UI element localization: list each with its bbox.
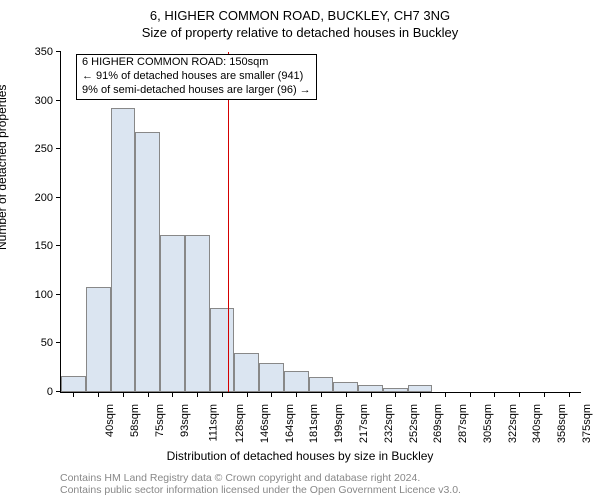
x-axis-label: Distribution of detached houses by size … xyxy=(0,449,600,463)
histogram-bar xyxy=(185,235,210,392)
x-tick-label: 358sqm xyxy=(556,404,568,443)
histogram-plot: 6 HIGHER COMMON ROAD: 150sqm ← 91% of de… xyxy=(60,52,581,393)
x-tick-mark xyxy=(470,392,471,397)
x-tick-label: 252sqm xyxy=(408,404,420,443)
histogram-bar xyxy=(408,385,433,392)
histogram-bar xyxy=(61,376,86,392)
x-tick-label: 322sqm xyxy=(507,404,519,443)
histogram-bar xyxy=(111,108,136,392)
y-tick-label: 250 xyxy=(35,143,61,155)
x-tick-mark xyxy=(420,392,421,397)
y-tick-label: 300 xyxy=(35,95,61,107)
x-tick-mark xyxy=(271,392,272,397)
x-tick-label: 232sqm xyxy=(383,404,395,443)
footer-line: Contains HM Land Registry data © Crown c… xyxy=(60,472,461,485)
x-tick-mark xyxy=(321,392,322,397)
annotation-line: 9% of semi-detached houses are larger (9… xyxy=(82,84,311,98)
footer-attribution: Contains HM Land Registry data © Crown c… xyxy=(60,472,461,497)
x-tick-mark xyxy=(98,392,99,397)
x-tick-mark xyxy=(569,392,570,397)
histogram-bar xyxy=(234,353,259,392)
y-tick-label: 0 xyxy=(47,386,61,398)
x-tick-label: 58sqm xyxy=(129,404,141,437)
x-tick-label: 199sqm xyxy=(333,404,345,443)
y-tick-mark xyxy=(56,51,61,52)
x-tick-label: 269sqm xyxy=(432,404,444,443)
x-tick-mark xyxy=(222,392,223,397)
x-tick-label: 128sqm xyxy=(234,404,246,443)
histogram-bar xyxy=(135,132,160,392)
y-tick-label: 200 xyxy=(35,192,61,204)
x-tick-mark xyxy=(148,392,149,397)
x-tick-mark xyxy=(73,392,74,397)
x-tick-mark xyxy=(296,392,297,397)
x-tick-mark xyxy=(247,392,248,397)
y-tick-mark xyxy=(56,100,61,101)
histogram-bar xyxy=(210,308,235,392)
y-axis-label: Number of detached properties xyxy=(0,85,9,250)
x-tick-label: 111sqm xyxy=(208,404,220,442)
x-tick-label: 340sqm xyxy=(531,404,543,443)
x-tick-mark xyxy=(172,392,173,397)
x-tick-label: 93sqm xyxy=(179,404,191,437)
x-tick-label: 287sqm xyxy=(457,404,469,443)
histogram-bar xyxy=(333,382,358,392)
x-tick-label: 181sqm xyxy=(309,404,321,443)
y-tick-mark xyxy=(56,148,61,149)
x-tick-label: 164sqm xyxy=(284,404,296,443)
x-tick-label: 146sqm xyxy=(259,404,271,443)
annotation-box: 6 HIGHER COMMON ROAD: 150sqm ← 91% of de… xyxy=(76,54,317,100)
x-tick-label: 75sqm xyxy=(154,404,166,437)
histogram-bar xyxy=(259,363,284,392)
x-tick-mark xyxy=(123,392,124,397)
y-tick-label: 100 xyxy=(35,289,61,301)
y-tick-label: 50 xyxy=(41,337,61,349)
y-tick-mark xyxy=(56,294,61,295)
histogram-bar xyxy=(284,371,309,392)
annotation-line: 6 HIGHER COMMON ROAD: 150sqm xyxy=(82,56,311,70)
annotation-line: ← 91% of detached houses are smaller (94… xyxy=(82,70,311,84)
x-tick-mark xyxy=(395,392,396,397)
x-tick-label: 217sqm xyxy=(358,404,370,443)
histogram-bar xyxy=(160,235,185,392)
x-tick-mark xyxy=(371,392,372,397)
x-tick-label: 375sqm xyxy=(581,404,593,443)
x-tick-mark xyxy=(445,392,446,397)
x-tick-mark xyxy=(544,392,545,397)
x-tick-label: 40sqm xyxy=(104,404,116,437)
y-tick-mark xyxy=(56,197,61,198)
x-tick-mark xyxy=(494,392,495,397)
y-tick-label: 150 xyxy=(35,240,61,252)
footer-line: Contains public sector information licen… xyxy=(60,484,461,497)
x-tick-mark xyxy=(519,392,520,397)
histogram-bar xyxy=(309,377,334,392)
y-tick-mark xyxy=(56,342,61,343)
x-tick-label: 305sqm xyxy=(482,404,494,443)
histogram-bar xyxy=(86,287,111,392)
x-tick-mark xyxy=(197,392,198,397)
marker-line xyxy=(228,52,229,392)
histogram-bar xyxy=(358,385,383,392)
page-title: 6, HIGHER COMMON ROAD, BUCKLEY, CH7 3NG xyxy=(0,8,600,23)
page-subtitle: Size of property relative to detached ho… xyxy=(0,25,600,40)
x-tick-mark xyxy=(346,392,347,397)
y-tick-label: 350 xyxy=(35,46,61,58)
y-tick-mark xyxy=(56,245,61,246)
